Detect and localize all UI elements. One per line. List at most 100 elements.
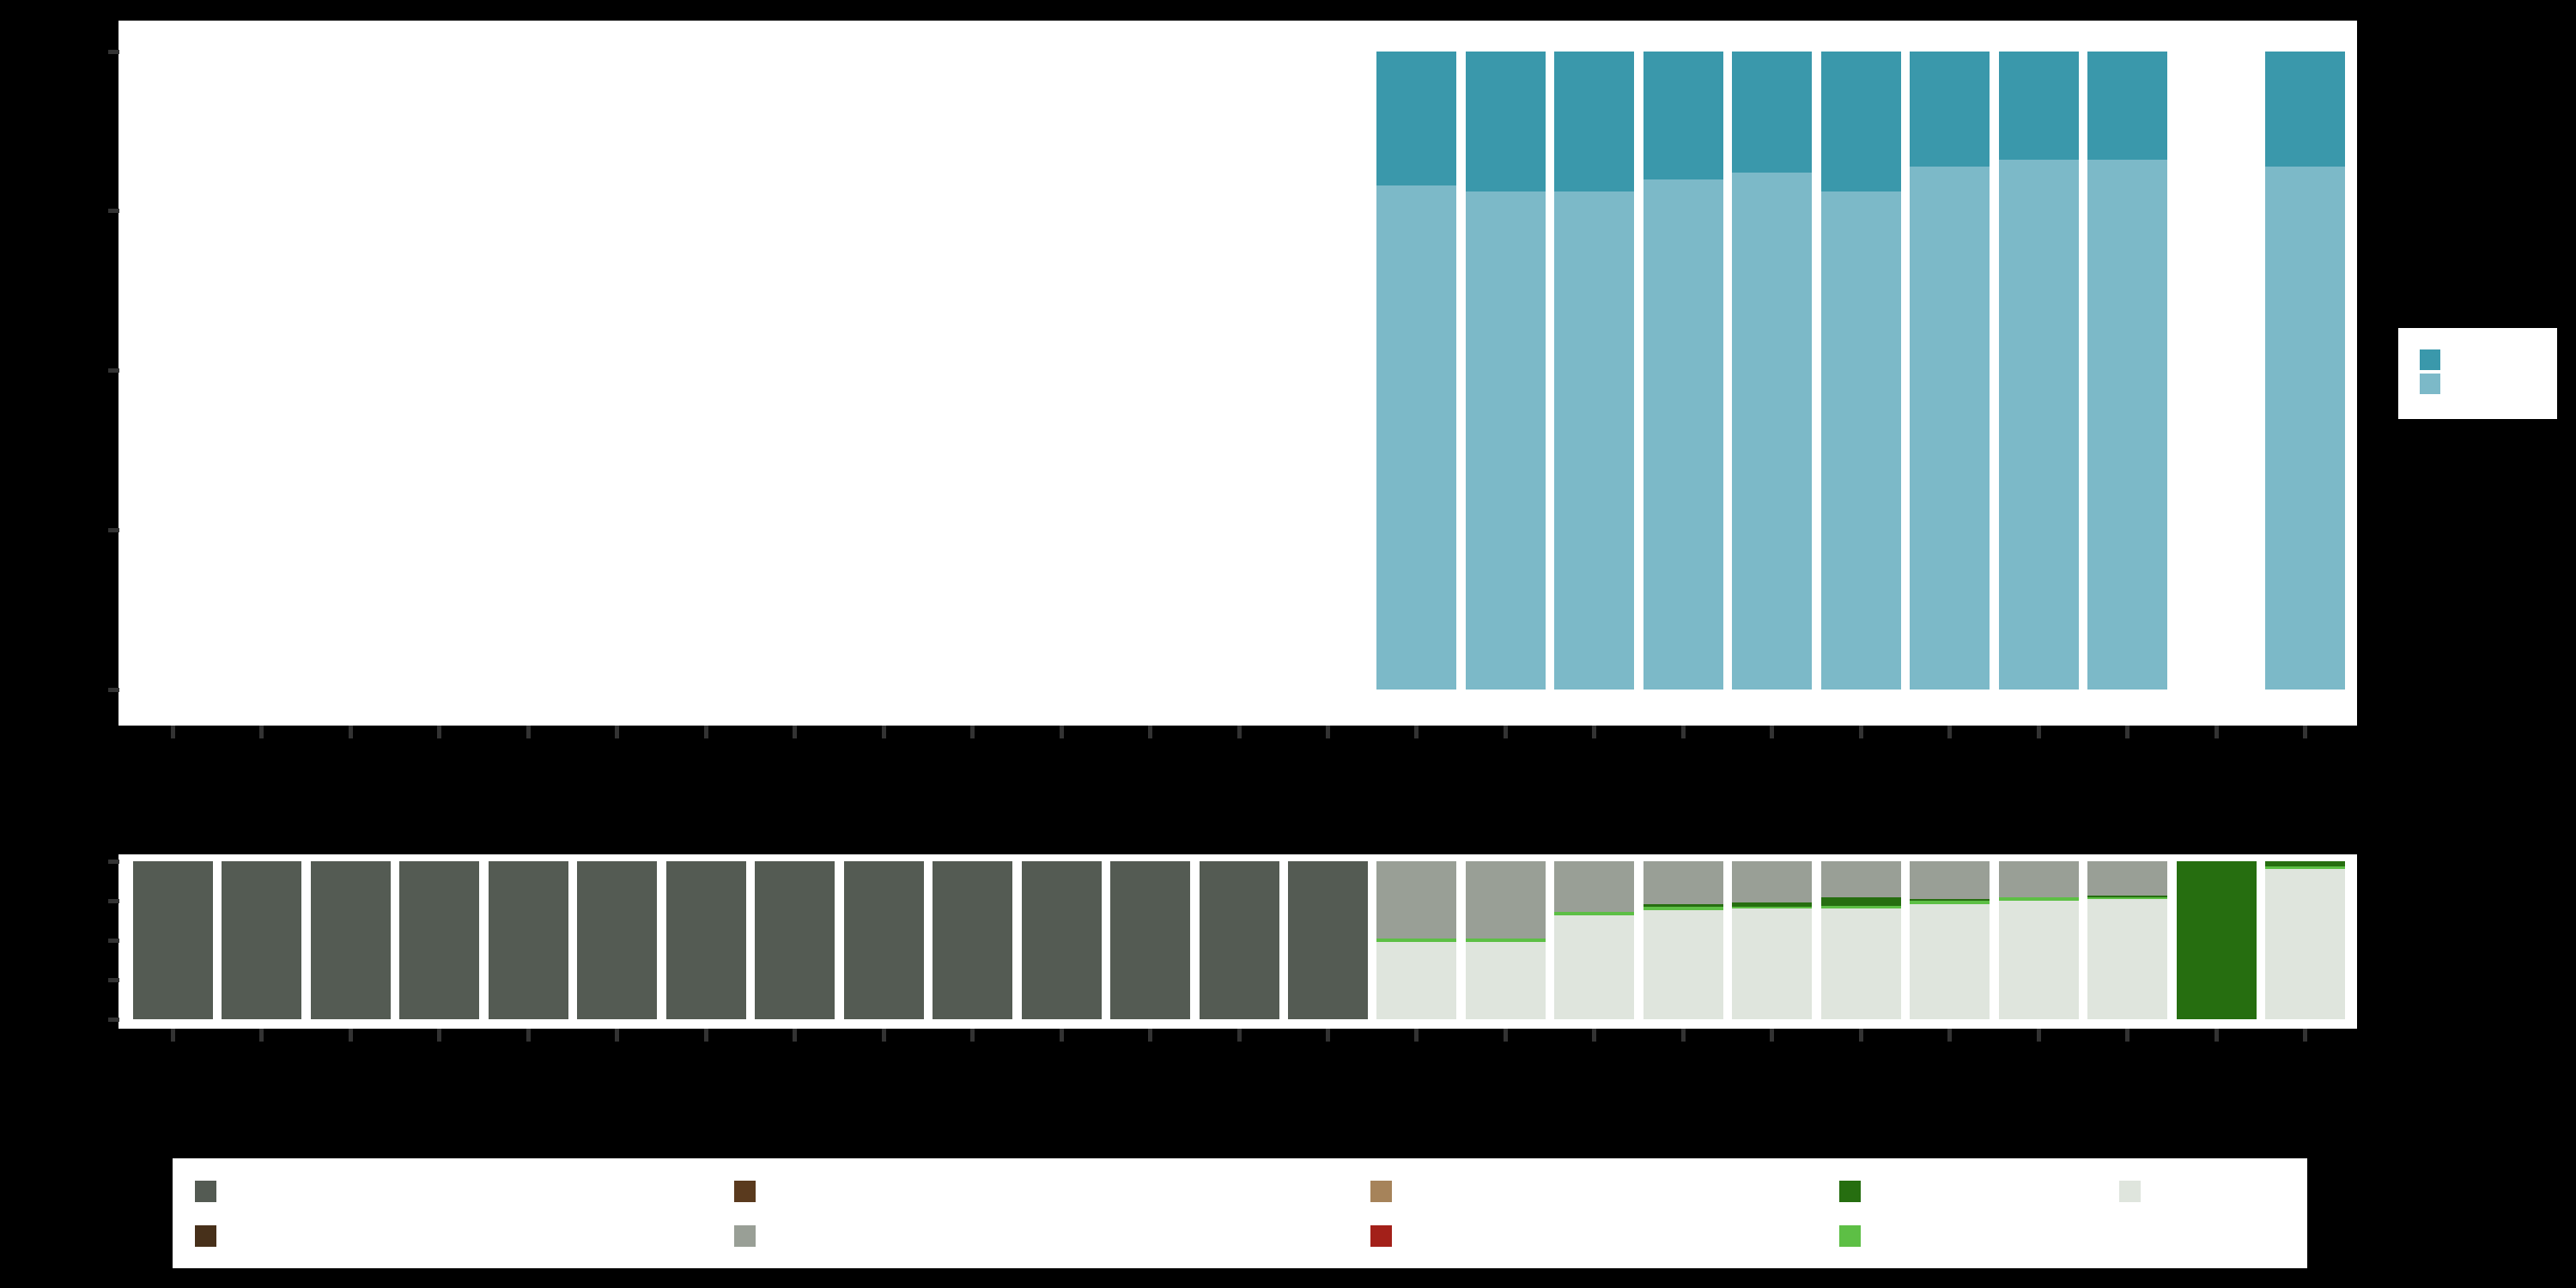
missings-bar-segment — [310, 861, 391, 1019]
responses-bar-segment — [1998, 160, 2079, 690]
missings-legend-swatch — [734, 1181, 756, 1202]
missings-bar-segment — [1998, 901, 2079, 1019]
missings-x-tick-mark — [1680, 1029, 1686, 1042]
missings-bar-segment — [2087, 896, 2168, 898]
responses-x-tick-mark — [526, 726, 531, 738]
missings-bar-segment — [1554, 914, 1635, 1019]
responses-x-tick-mark — [2214, 726, 2219, 738]
responses-x-tick-mark — [1148, 726, 1153, 738]
missings-x-tick-mark — [2036, 1029, 2041, 1042]
responses-x-tick-mark — [1414, 726, 1419, 738]
missings-x-tick-mark — [1770, 1029, 1775, 1042]
missings-legend-swatch — [1839, 1225, 1861, 1247]
responses-x-tick-mark — [615, 726, 620, 738]
missings-legend — [173, 1158, 2307, 1268]
missings-x-tick-mark — [1592, 1029, 1597, 1042]
missings-x-tick-mark — [1148, 1029, 1153, 1042]
missings-legend-swatch — [1370, 1225, 1392, 1247]
missings-bar-segment — [1910, 861, 1990, 900]
missings-x-tick-mark — [2125, 1029, 2130, 1042]
missings-bar-segment — [222, 861, 302, 1019]
missings-legend-swatch — [195, 1181, 216, 1202]
missings-bar-segment — [933, 861, 1013, 1019]
responses-x-tick-mark — [437, 726, 442, 738]
missings-x-tick-mark — [437, 1029, 442, 1042]
missings-bar-segment — [1465, 941, 1546, 1019]
responses-x-tick-mark — [2125, 726, 2130, 738]
missings-bar-segment — [2087, 861, 2168, 896]
responses-x-tick-mark — [2036, 726, 2041, 738]
missings-legend-swatch — [1839, 1181, 1861, 1202]
responses-bar-segment — [2087, 160, 2168, 690]
missings-bar-segment — [2176, 861, 2257, 1019]
missings-bar-segment — [488, 861, 568, 1019]
responses-bar-segment — [1554, 191, 1635, 690]
responses-x-tick-mark — [1858, 726, 1863, 738]
missings-bar-segment — [1643, 861, 1723, 904]
missings-bar-segment — [843, 861, 924, 1019]
responses-x-tick-mark — [1325, 726, 1330, 738]
responses-x-tick-mark — [703, 726, 708, 738]
responses-y-tick-mark — [108, 368, 119, 373]
missings-x-tick-mark — [703, 1029, 708, 1042]
responses-legend-swatch — [2420, 349, 2440, 370]
missings-x-tick-mark — [1947, 1029, 1953, 1042]
missings-bar-segment — [2087, 897, 2168, 900]
missings-x-tick-mark — [881, 1029, 886, 1042]
missings-x-tick-mark — [1503, 1029, 1508, 1042]
responses-x-tick-mark — [1947, 726, 1953, 738]
missings-bar-segment — [1643, 907, 1723, 911]
responses-bar-segment — [1376, 185, 1457, 690]
responses-y-tick-mark — [108, 49, 119, 54]
missings-bar-segment — [2265, 869, 2346, 1019]
missings-bar-segment — [1465, 861, 1546, 939]
missings-bar-segment — [133, 861, 213, 1019]
missings-bar-segment — [1820, 897, 1901, 906]
missings-x-tick-mark — [1325, 1029, 1330, 1042]
missings-x-tick-mark — [970, 1029, 975, 1042]
missings-y-tick-mark — [108, 1017, 119, 1022]
missings-x-tick-mark — [348, 1029, 353, 1042]
responses-bar-segment — [1998, 52, 2079, 161]
responses-bar-segment — [1376, 52, 1457, 186]
missings-bar-segment — [1820, 908, 1901, 1019]
missings-x-tick-mark — [1858, 1029, 1863, 1042]
missings-bar-segment — [1376, 939, 1457, 942]
missings-legend-swatch — [1370, 1181, 1392, 1202]
missings-bar-segment — [1910, 901, 1990, 904]
missings-x-tick-mark — [1414, 1029, 1419, 1042]
responses-legend-swatch — [2420, 374, 2440, 394]
responses-x-tick-mark — [881, 726, 886, 738]
missings-bar-segment — [1110, 861, 1191, 1019]
missings-bar-segment — [1910, 903, 1990, 1019]
missings-y-tick-mark — [108, 859, 119, 864]
missings-x-tick-mark — [2303, 1029, 2308, 1042]
missings-x-tick-mark — [1236, 1029, 1242, 1042]
missings-bar-segment — [1732, 907, 1813, 909]
missings-bar-segment — [1376, 941, 1457, 1019]
missings-bar-segment — [1465, 939, 1546, 942]
responses-bar-segment — [1820, 191, 1901, 690]
missings-bar-segment — [1820, 861, 1901, 898]
missings-bar-segment — [1732, 902, 1813, 908]
responses-x-tick-mark — [1236, 726, 1242, 738]
responses-y-tick-mark — [108, 527, 119, 532]
missings-x-tick-mark — [1059, 1029, 1064, 1042]
missings-bar-segment — [1199, 861, 1279, 1019]
missings-legend-swatch — [195, 1225, 216, 1247]
missings-bar-segment — [1998, 897, 2079, 901]
responses-bar-segment — [2087, 52, 2168, 161]
missings-bar-segment — [399, 861, 480, 1019]
responses-bar-segment — [1465, 191, 1546, 690]
responses-y-tick-mark — [108, 687, 119, 692]
missings-bar-segment — [1910, 899, 1990, 901]
responses-bar-segment — [1643, 52, 1723, 179]
responses-x-tick-mark — [1592, 726, 1597, 738]
responses-x-tick-mark — [1770, 726, 1775, 738]
missings-bar-segment — [755, 861, 835, 1019]
missings-bar-segment — [1021, 861, 1102, 1019]
missings-bar-segment — [1554, 861, 1635, 912]
responses-x-tick-mark — [793, 726, 798, 738]
missings-legend-swatch — [2119, 1181, 2141, 1202]
